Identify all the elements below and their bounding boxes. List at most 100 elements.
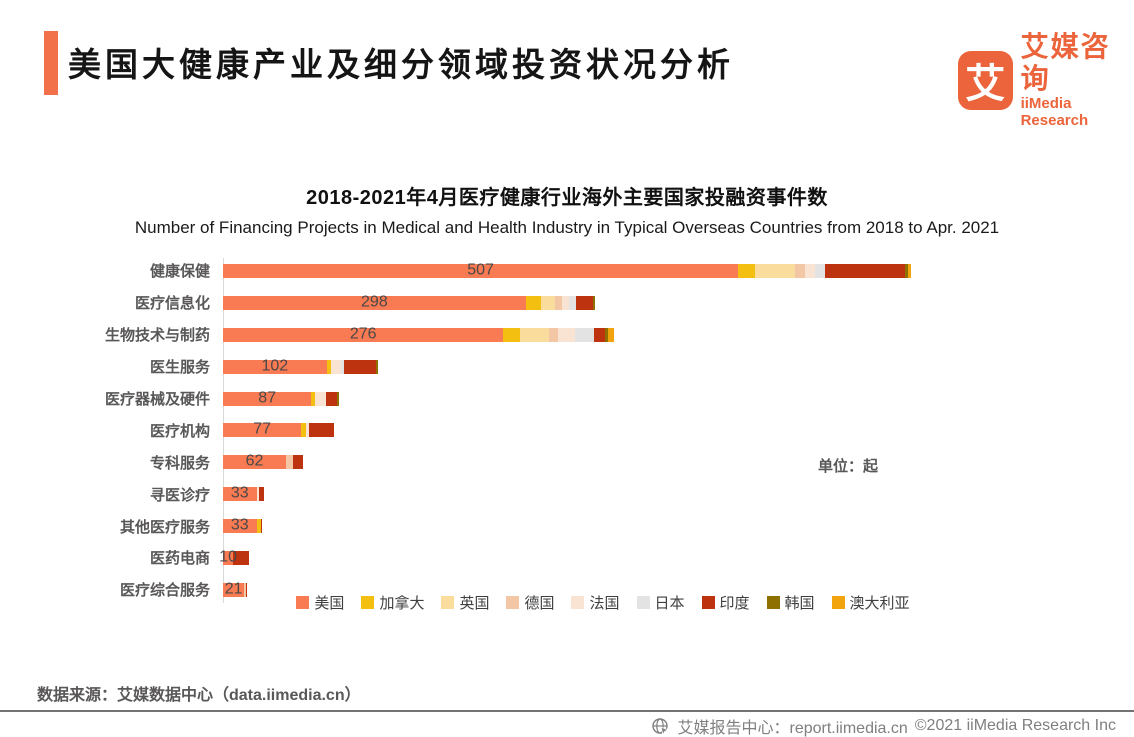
bar-track: 10 bbox=[219, 549, 980, 566]
legend-label: 法国 bbox=[589, 595, 620, 612]
category-label: 寻医诊疗 bbox=[149, 486, 210, 504]
legend-item: 印度 bbox=[701, 592, 750, 613]
legend-swatch bbox=[296, 596, 310, 609]
bar-segment-德国 bbox=[549, 327, 559, 342]
bar-segment-美国 bbox=[223, 391, 312, 406]
bar-segment-美国 bbox=[223, 359, 327, 374]
globe-cursor-icon bbox=[652, 717, 670, 736]
bar-segment-加拿大 bbox=[311, 391, 316, 406]
bar-segment-韩国 bbox=[592, 295, 595, 310]
bar-segment-美国 bbox=[223, 550, 234, 565]
brand-name-en: iiMedia Research bbox=[1020, 95, 1089, 129]
legend-item: 加拿大 bbox=[361, 592, 424, 613]
bar-value-label: 33 bbox=[230, 516, 249, 534]
bar-segment-印度 bbox=[343, 359, 377, 374]
legend-swatch bbox=[441, 596, 455, 609]
bar-segment-美国 bbox=[223, 263, 739, 278]
bar-value-label: 298 bbox=[361, 293, 388, 311]
bar-row: 生物技术与制药 276 bbox=[0, 319, 980, 351]
legend-label: 澳大利亚 bbox=[849, 595, 910, 612]
copyright-text: ©2021 iiMedia Research Inc bbox=[914, 717, 1116, 734]
bar-segment-印度 bbox=[593, 327, 605, 342]
bar-segment-澳大利亚 bbox=[907, 263, 911, 278]
page-title: 美国大健康产业及细分领域投资状况分析 bbox=[68, 46, 734, 83]
bar-segment-印度 bbox=[246, 582, 248, 597]
logo-glyph: 艾 bbox=[965, 62, 1006, 106]
bar-segment-法国 bbox=[805, 263, 816, 278]
legend-swatch bbox=[506, 596, 520, 609]
legend-label: 韩国 bbox=[784, 595, 815, 612]
bar-row: 医疗综合服务 21 bbox=[0, 574, 980, 606]
legend-label: 英国 bbox=[459, 595, 490, 612]
bar-segment-法国 bbox=[558, 327, 575, 342]
bar-row: 寻医诊疗 33 bbox=[0, 478, 980, 510]
bar-segment-印度 bbox=[258, 487, 264, 502]
brand-logo: 艾 艾媒咨询 iiMedia Research bbox=[958, 31, 1134, 129]
category-label: 其他医疗服务 bbox=[119, 518, 210, 536]
bar-track: 77 bbox=[223, 421, 980, 438]
bar-segment-印度 bbox=[309, 423, 334, 438]
brand-name-cn: 艾媒咨询 bbox=[1020, 31, 1111, 94]
bar-segment-法国 bbox=[562, 295, 570, 310]
category-label: 医疗器械及硬件 bbox=[104, 391, 210, 408]
legend-item: 英国 bbox=[441, 592, 489, 613]
bar-row: 医药电商 10 bbox=[0, 542, 980, 574]
bar-segment-美国 bbox=[223, 519, 257, 534]
bar-value-label: 33 bbox=[230, 484, 249, 502]
chart-legend: 美国 加拿大 英国 德国 法国 日本 印度 韩国 澳大利亚 bbox=[223, 592, 983, 613]
bar-track: 21 bbox=[223, 580, 980, 597]
bar-segment-法国 bbox=[330, 359, 341, 374]
bar-segment-加拿大 bbox=[301, 423, 307, 438]
iimedia-logo-icon: 艾 bbox=[958, 50, 1013, 110]
legend-label: 印度 bbox=[719, 595, 750, 612]
category-label: 医疗机构 bbox=[149, 422, 210, 440]
bar-row: 医生服务 102 bbox=[0, 351, 980, 383]
bar-segment-美国 bbox=[223, 487, 257, 502]
bar-segment-印度 bbox=[825, 263, 905, 278]
category-label: 医疗信息化 bbox=[134, 295, 210, 313]
bar-segment-韩国 bbox=[376, 359, 379, 374]
bar-segment-印度 bbox=[325, 391, 337, 406]
title-accent-bar bbox=[44, 31, 58, 95]
legend-label: 日本 bbox=[654, 595, 685, 612]
bar-value-label: 507 bbox=[467, 261, 494, 279]
bar-row: 医疗器械及硬件 87 bbox=[0, 383, 980, 415]
bar-track: 276 bbox=[223, 325, 980, 342]
legend-item: 日本 bbox=[636, 592, 685, 613]
bar-segment-加拿大 bbox=[738, 263, 756, 278]
bar-segment-美国 bbox=[223, 295, 526, 310]
bar-segment-德国 bbox=[794, 263, 806, 278]
bar-segment-日本 bbox=[340, 359, 344, 374]
data-source: 数据来源：艾媒数据中心（data.iimedia.cn） bbox=[37, 687, 361, 704]
bar-segment-日本 bbox=[815, 263, 826, 278]
bar-row: 专科服务 62 bbox=[0, 446, 980, 478]
bar-track: 33 bbox=[223, 484, 980, 502]
legend-label: 美国 bbox=[314, 595, 345, 612]
bar-track: 507 bbox=[223, 261, 980, 279]
bar-segment-加拿大 bbox=[525, 295, 541, 310]
legend-swatch bbox=[831, 596, 845, 609]
bar-segment-法国 bbox=[256, 487, 259, 502]
page-footer: 艾媒报告中心：report.iimedia.cn ©2021 iiMedia R… bbox=[651, 714, 1116, 737]
bar-row: 医疗机构 77 bbox=[0, 414, 980, 446]
bar-segment-美国 bbox=[223, 327, 504, 342]
bar-row: 医疗信息化 298 bbox=[0, 287, 980, 319]
bar-value-label: 10 bbox=[219, 548, 237, 566]
bar-track: 298 bbox=[223, 293, 980, 311]
bar-track: 62 bbox=[223, 453, 980, 470]
bar-segment-德国 bbox=[555, 295, 563, 310]
bar-segment-美国 bbox=[223, 423, 302, 438]
bar-segment-法国 bbox=[306, 423, 310, 438]
bar-segment-印度 bbox=[260, 519, 262, 534]
legend-swatch bbox=[701, 596, 715, 609]
category-label: 医药电商 bbox=[149, 550, 210, 568]
bar-segment-法国 bbox=[315, 391, 326, 406]
bar-segment-澳大利亚 bbox=[608, 327, 615, 342]
bar-value-label: 87 bbox=[258, 389, 277, 407]
report-center-link: 艾媒报告中心：report.iimedia.cn bbox=[677, 720, 908, 737]
chart-title: 2018-2021年4月医疗健康行业海外主要国家投融资事件数 bbox=[306, 187, 828, 209]
bar-segment-印度 bbox=[293, 455, 304, 470]
bar-segment-韩国 bbox=[336, 391, 339, 406]
bar-segment-美国 bbox=[223, 455, 286, 470]
